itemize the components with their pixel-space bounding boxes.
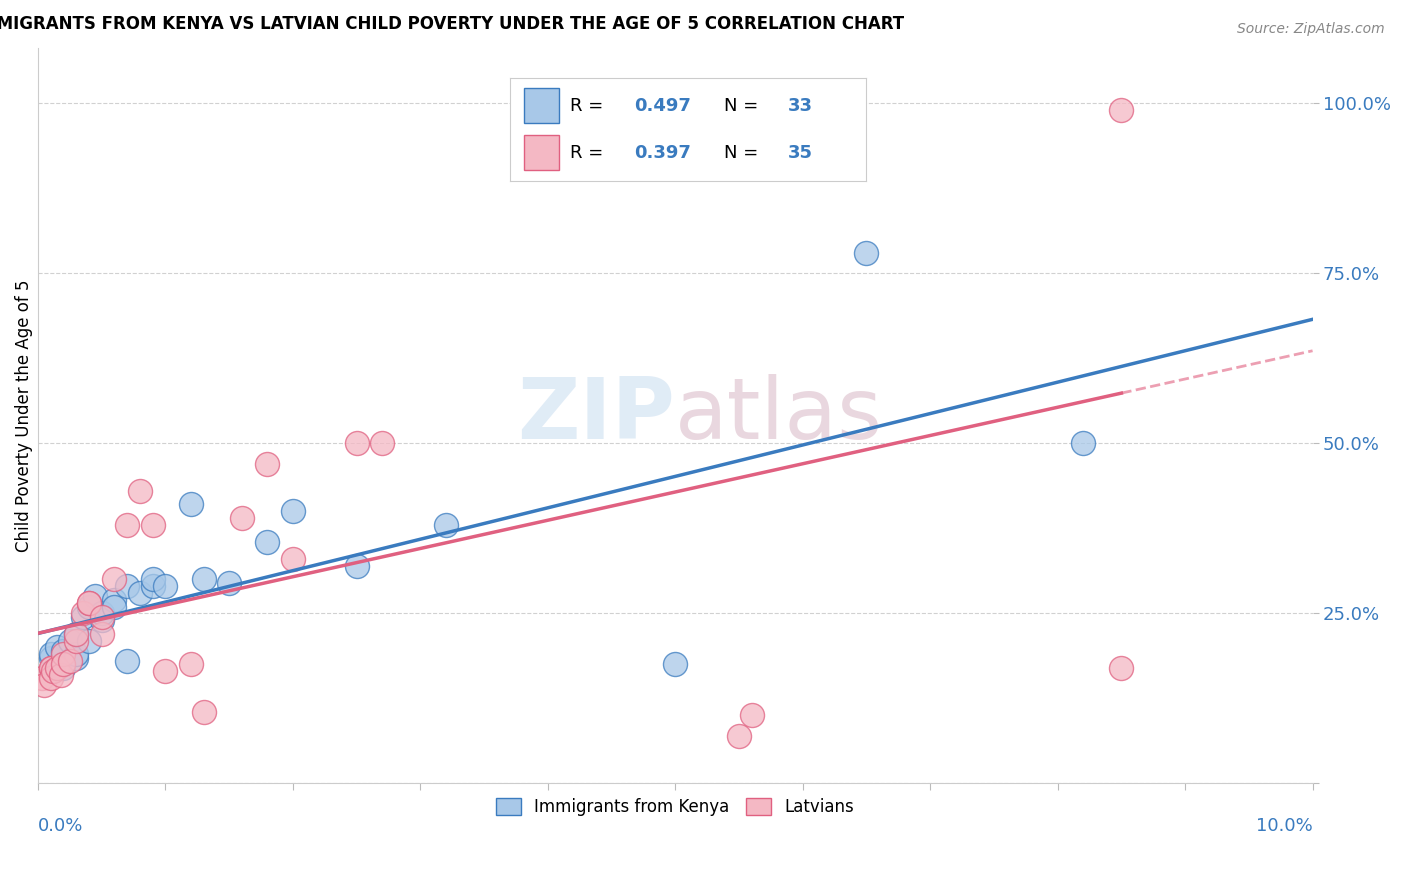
Point: [65, 650, 87, 665]
Point: [128, 586, 150, 600]
Point: [46, 640, 69, 655]
Point: [39, 647, 62, 661]
Point: [371, 436, 394, 450]
Point: [155, 579, 177, 593]
Text: ZIP: ZIP: [517, 375, 675, 458]
Point: [39, 671, 62, 685]
Point: [115, 654, 138, 668]
Point: [1071, 436, 1094, 450]
Point: [42, 664, 65, 678]
Point: [52, 644, 75, 658]
Point: [281, 504, 304, 518]
Point: [32, 678, 55, 692]
Point: [142, 579, 165, 593]
Point: [31, 671, 53, 685]
Point: [46, 661, 69, 675]
Point: [193, 572, 215, 586]
Point: [65, 626, 87, 640]
Point: [180, 498, 202, 512]
Point: [728, 729, 751, 743]
Point: [218, 575, 240, 590]
Text: atlas: atlas: [675, 375, 883, 458]
Point: [52, 657, 75, 672]
Point: [52, 661, 75, 675]
Point: [256, 534, 278, 549]
Point: [115, 579, 138, 593]
Point: [115, 517, 138, 532]
Y-axis label: Child Poverty Under the Age of 5: Child Poverty Under the Age of 5: [15, 280, 32, 552]
Point: [346, 436, 368, 450]
Point: [231, 511, 253, 525]
Point: [256, 457, 278, 471]
Point: [90, 607, 112, 621]
Text: 0.0%: 0.0%: [38, 816, 83, 835]
Point: [600, 95, 623, 110]
Point: [193, 705, 215, 719]
Point: [103, 572, 125, 586]
Point: [90, 613, 112, 627]
Point: [77, 596, 100, 610]
Point: [39, 661, 62, 675]
Point: [103, 592, 125, 607]
Point: [59, 654, 82, 668]
Point: [52, 647, 75, 661]
Point: [90, 609, 112, 624]
Point: [72, 607, 94, 621]
Point: [180, 657, 202, 672]
Point: [855, 245, 877, 260]
Point: [72, 609, 94, 624]
Point: [90, 626, 112, 640]
Text: IMMIGRANTS FROM KENYA VS LATVIAN CHILD POVERTY UNDER THE AGE OF 5 CORRELATION CH: IMMIGRANTS FROM KENYA VS LATVIAN CHILD P…: [0, 15, 904, 33]
Point: [142, 572, 165, 586]
Point: [77, 599, 100, 614]
Point: [39, 661, 62, 675]
Point: [39, 650, 62, 665]
Point: [65, 647, 87, 661]
Point: [1111, 103, 1133, 117]
Point: [84, 590, 107, 604]
Point: [65, 633, 87, 648]
Legend: Immigrants from Kenya, Latvians: Immigrants from Kenya, Latvians: [489, 791, 860, 823]
Point: [1111, 661, 1133, 675]
Point: [346, 558, 368, 573]
Point: [142, 517, 165, 532]
Text: 10.0%: 10.0%: [1256, 816, 1313, 835]
Point: [65, 626, 87, 640]
Point: [741, 708, 763, 723]
Point: [434, 517, 457, 532]
Point: [77, 633, 100, 648]
Point: [155, 664, 177, 678]
Point: [59, 633, 82, 648]
Point: [77, 596, 100, 610]
Point: [49, 667, 72, 681]
Point: [281, 552, 304, 566]
Text: Source: ZipAtlas.com: Source: ZipAtlas.com: [1237, 22, 1385, 37]
Point: [664, 657, 686, 672]
Point: [103, 599, 125, 614]
Point: [128, 483, 150, 498]
